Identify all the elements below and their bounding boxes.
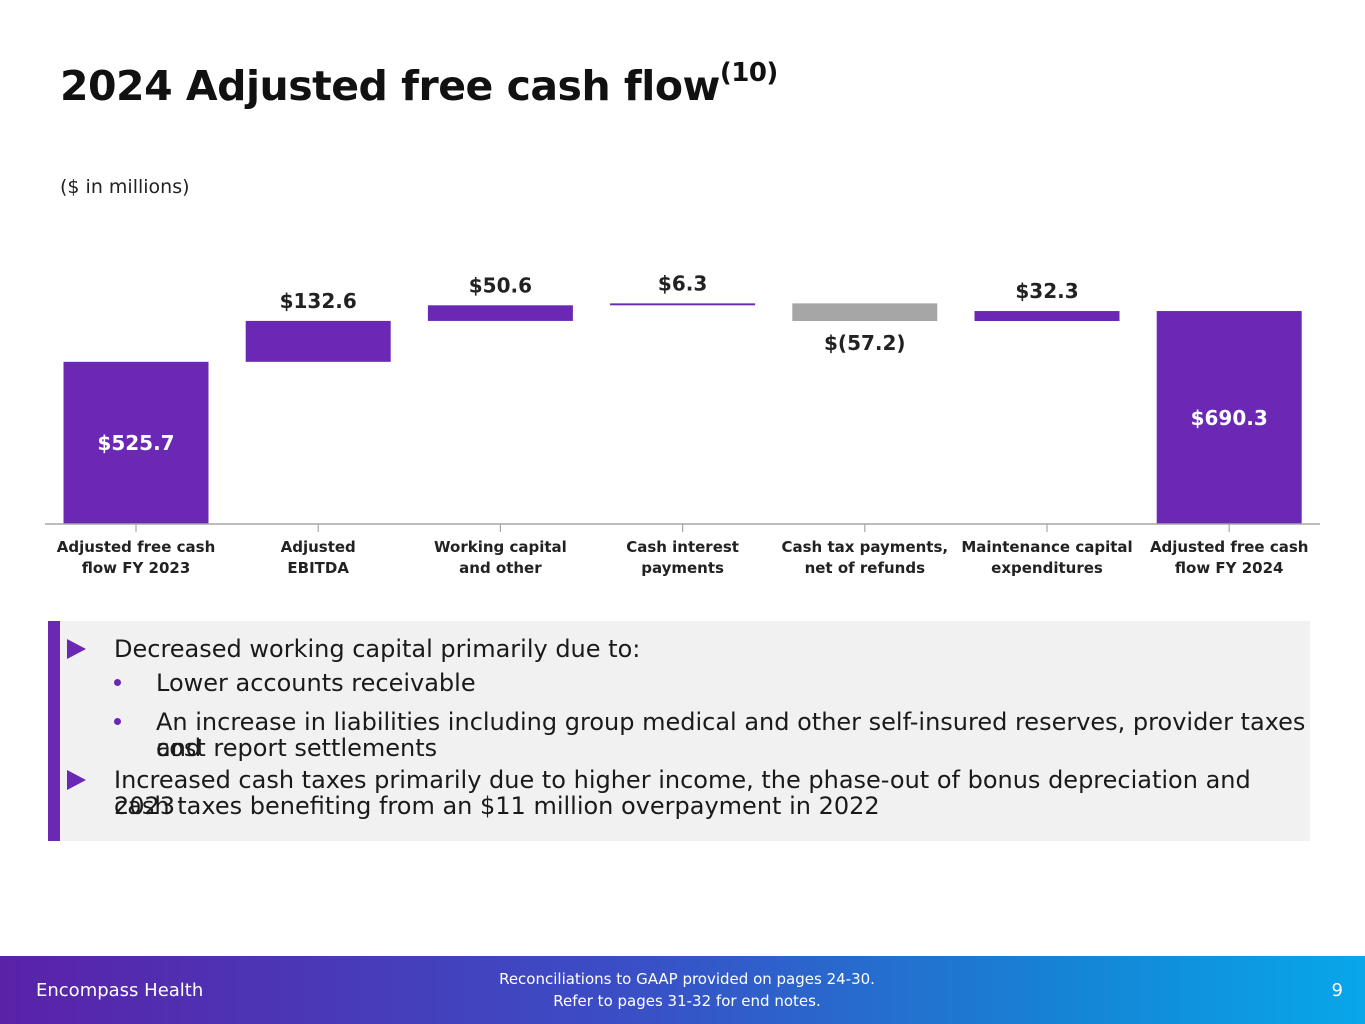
- value-label-7: $690.3: [1191, 406, 1268, 430]
- value-label-2: $132.6: [280, 289, 357, 313]
- bullet-cash-taxes-line1: Increased cash taxes primarily due to hi…: [114, 766, 1251, 820]
- units-note: ($ in millions): [60, 176, 190, 198]
- bullet-cash-taxes-line2: cash taxes benefiting from an $11 millio…: [114, 792, 880, 820]
- value-label-1: $525.7: [97, 431, 174, 455]
- sub-bullet-liabilities-line2: cost report settlements: [156, 734, 438, 762]
- waterfall-chart: $525.7 Adjusted free cash flow FY 2023 $132…: [45, 271, 1320, 577]
- x-tick-label-4-line1: Cash interest: [626, 538, 739, 556]
- x-tick-label-3-line1: Working capital: [434, 538, 567, 556]
- x-tick-label-7-line2: flow FY 2024: [1175, 559, 1284, 577]
- footer-note: Reconciliations to GAAP provided on page…: [437, 968, 937, 1012]
- footer-note-line1: Reconciliations to GAAP provided on page…: [499, 970, 875, 988]
- x-tick-label-5-line1: Cash tax payments,: [781, 538, 948, 556]
- bar-6: [974, 311, 1120, 322]
- dot-bullet-icon: [114, 718, 121, 725]
- x-tick-label-5-line2: net of refunds: [805, 559, 925, 577]
- footer-note-line2: Refer to pages 31-32 for end notes.: [553, 992, 821, 1010]
- x-tick-label-2-line2: EBITDA: [287, 559, 349, 577]
- value-label-5: $(57.2): [824, 331, 906, 355]
- x-tick-label-6-line1: Maintenance capital: [961, 538, 1132, 556]
- x-tick-label-1-line2: flow FY 2023: [82, 559, 191, 577]
- x-tick-label-2-line1: Adjusted: [281, 538, 356, 556]
- x-tick-label-4-line2: payments: [641, 559, 724, 577]
- bar-2: [245, 320, 391, 362]
- x-tick-label-1-line1: Adjusted free cash: [57, 538, 216, 556]
- value-label-6: $32.3: [1015, 279, 1078, 303]
- dot-bullet-icon: [114, 679, 121, 686]
- company-name: Encompass Health: [36, 980, 204, 1001]
- triangle-bullet-icon: [67, 639, 86, 659]
- bar-4: [610, 303, 756, 306]
- bar-5: [792, 303, 938, 322]
- page-title: 2024 Adjusted free cash flow(10): [60, 58, 778, 110]
- bar-3: [427, 305, 573, 321]
- bar-7: [1156, 311, 1302, 524]
- bullet-working-capital: Decreased working capital primarily due …: [114, 635, 641, 663]
- triangle-bullet-icon: [67, 770, 86, 790]
- sub-bullet-liabilities-line1: An increase in liabilities including gro…: [156, 708, 1306, 762]
- title-endnote-ref: (10): [719, 58, 778, 89]
- footer-bar: Encompass Health Reconciliations to GAAP…: [0, 956, 1365, 1024]
- sub-bullet-receivable: Lower accounts receivable: [156, 669, 476, 697]
- x-tick-label-6-line2: expenditures: [991, 559, 1103, 577]
- value-label-3: $50.6: [469, 273, 532, 297]
- page-title-text: 2024 Adjusted free cash flow: [60, 62, 720, 110]
- x-tick-label-7-line1: Adjusted free cash: [1150, 538, 1309, 556]
- page-number: 9: [1331, 980, 1343, 1001]
- commentary-box: Decreased working capital primarily due …: [48, 621, 1310, 841]
- bar-1: [63, 361, 209, 524]
- value-label-4: $6.3: [658, 271, 707, 295]
- x-tick-label-3-line2: and other: [459, 559, 542, 577]
